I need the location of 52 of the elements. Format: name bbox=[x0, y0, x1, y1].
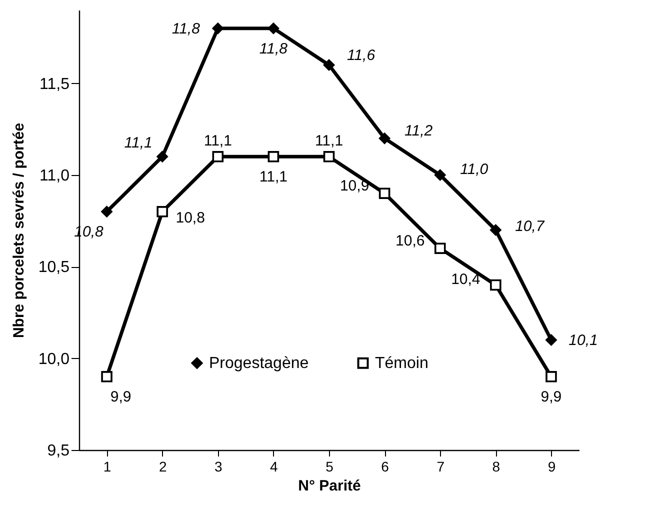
point bbox=[378, 132, 390, 144]
point bbox=[156, 206, 168, 218]
point bbox=[490, 224, 502, 236]
point bbox=[434, 169, 446, 181]
y-tick-label: 10,5 bbox=[38, 259, 70, 276]
data-label: 11,1 bbox=[259, 168, 288, 186]
point bbox=[101, 206, 112, 218]
data-label: 9,9 bbox=[110, 388, 132, 406]
y-tick-label: 10,0 bbox=[38, 350, 70, 368]
data-label: 9,9 bbox=[540, 388, 562, 406]
x-tick-label: 3 bbox=[214, 458, 222, 474]
data-label: 11,1 bbox=[124, 134, 152, 152]
point bbox=[323, 59, 335, 71]
point bbox=[323, 151, 335, 162]
data-label: 11,0 bbox=[460, 161, 489, 178]
data-label: 10,6 bbox=[396, 232, 425, 250]
x-tick-label: 1 bbox=[103, 458, 112, 474]
legend-label: Progestagène bbox=[209, 355, 309, 372]
point bbox=[490, 279, 502, 291]
data-label: 11,1 bbox=[204, 132, 232, 150]
data-label: 11,8 bbox=[172, 20, 201, 38]
point bbox=[101, 371, 112, 382]
x-tick-label: 7 bbox=[436, 458, 445, 474]
y-tick-label: 11,5 bbox=[40, 76, 70, 93]
point bbox=[268, 22, 280, 34]
x-tick-label: 2 bbox=[158, 458, 167, 474]
point bbox=[212, 151, 224, 162]
x-tick-label: 8 bbox=[492, 458, 500, 474]
point bbox=[546, 334, 557, 346]
y-tick-label: 9,5 bbox=[47, 442, 70, 460]
x-tick-label: 5 bbox=[326, 458, 334, 474]
data-label: 11,8 bbox=[259, 40, 288, 58]
data-label: 10,1 bbox=[568, 332, 598, 349]
data-label: 10,7 bbox=[515, 218, 545, 235]
x-tick-label: 4 bbox=[270, 458, 278, 474]
legend-label: Témoin bbox=[375, 355, 428, 372]
data-label: 10,4 bbox=[451, 271, 480, 288]
data-label: 11,1 bbox=[314, 132, 344, 150]
point bbox=[212, 22, 224, 34]
data-label: 10,8 bbox=[176, 210, 205, 227]
data-label: 11,6 bbox=[346, 47, 376, 64]
y-axis-title: Nbre porcelets sevrés / portée bbox=[10, 122, 28, 338]
point bbox=[434, 242, 446, 254]
data-label: 11,2 bbox=[404, 122, 434, 140]
point bbox=[546, 371, 557, 382]
y-tick-label: 11,0 bbox=[40, 168, 70, 184]
x-tick-label: 6 bbox=[381, 458, 390, 474]
point bbox=[378, 188, 390, 199]
x-axis-title: N° Parité bbox=[298, 478, 361, 494]
x-tick-label: 9 bbox=[548, 458, 556, 474]
point bbox=[268, 151, 280, 162]
point bbox=[156, 151, 168, 162]
